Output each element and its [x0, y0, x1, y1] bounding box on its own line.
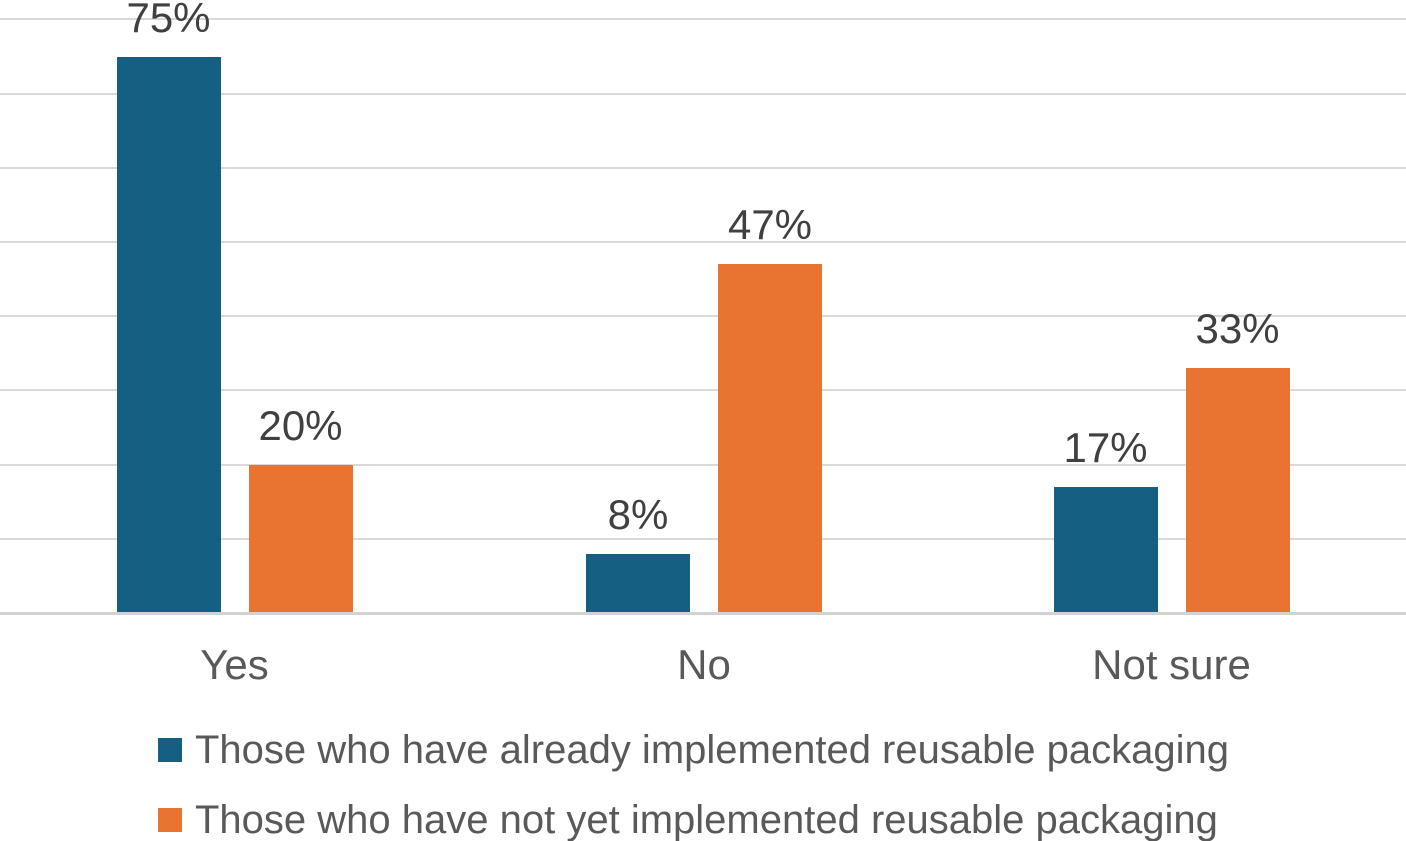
x-axis-line	[0, 612, 1406, 615]
bar	[718, 264, 822, 613]
gridline	[0, 166, 1406, 169]
gridline	[0, 241, 1406, 243]
bar	[248, 464, 353, 613]
bar-value-label: 20%	[258, 401, 343, 449]
x-axis-label: No	[677, 641, 731, 688]
gridline	[0, 389, 1406, 392]
gridline	[0, 315, 1406, 318]
gridline	[0, 537, 1406, 540]
bar-value-label: 17%	[1063, 423, 1148, 471]
legend-label: Those who have already implemented reusa…	[195, 728, 1229, 772]
gridline	[0, 92, 1406, 95]
bar-value-label: 33%	[1195, 305, 1280, 353]
bar	[1053, 486, 1158, 613]
gridline	[0, 18, 1406, 21]
bar	[116, 56, 221, 613]
bar-value-label: 47%	[727, 201, 813, 249]
bar-value-label: 75%	[126, 0, 211, 41]
bar-value-label: 8%	[607, 490, 669, 538]
legend-label: Those who have not yet implemented reusa…	[195, 798, 1218, 841]
x-axis-label: Yes	[200, 641, 269, 688]
bar	[1185, 368, 1290, 613]
bar	[586, 553, 690, 613]
x-axis-label: Not sure	[1092, 641, 1251, 688]
legend-swatch	[158, 738, 182, 762]
gridline	[0, 463, 1406, 466]
legend-swatch	[158, 808, 182, 832]
